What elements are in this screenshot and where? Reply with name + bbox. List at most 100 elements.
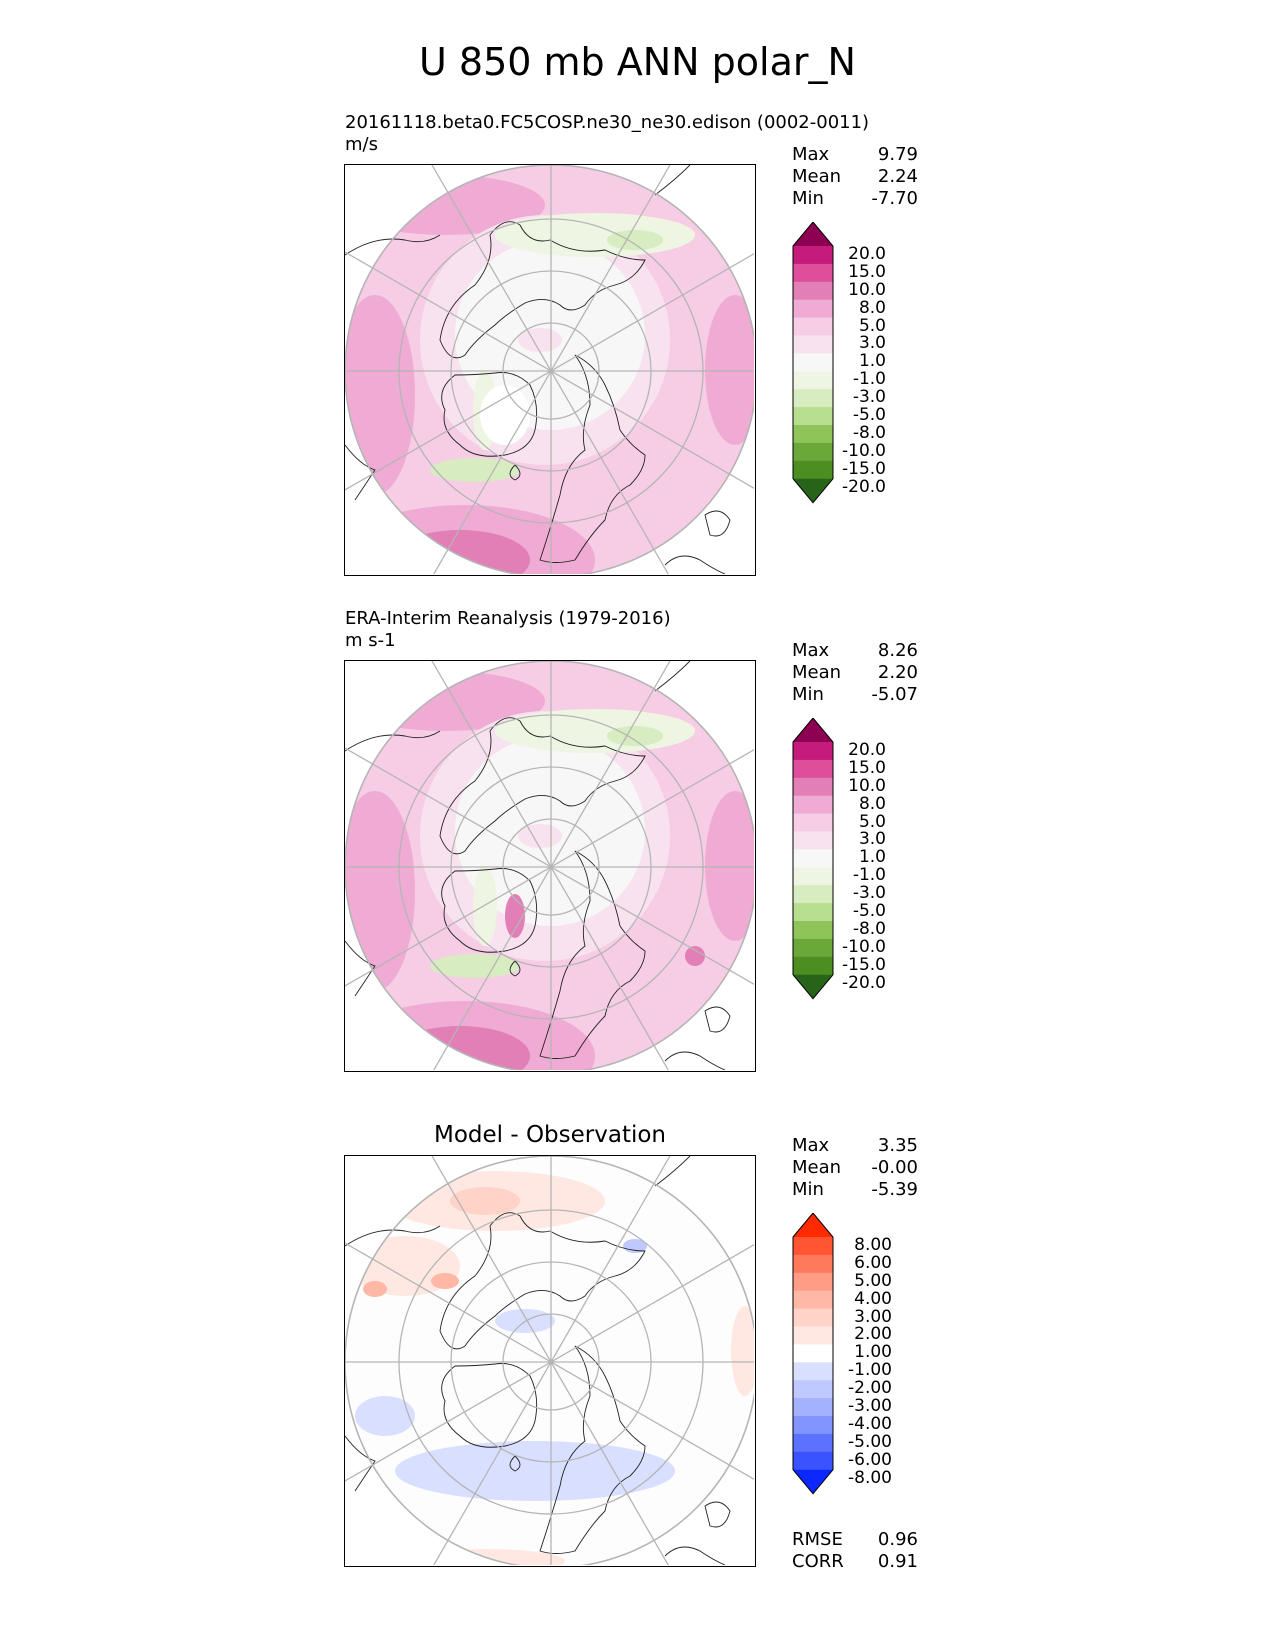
coast-asia [439,221,646,359]
colorbar-tick-label: -20.0 [842,476,886,497]
panel3-colorbar [792,1213,834,1495]
colorbar-bin [793,1416,833,1435]
min-value: -7.70 [871,188,918,209]
coast-iceland [509,1455,521,1472]
colorbar-bin [793,1272,833,1292]
colorbar-tick-label: -10.0 [842,936,886,957]
colorbar-tick-label: -8.0 [852,422,886,443]
colorbar-extend-top [793,222,833,246]
easterly-north [495,213,695,257]
colorbar-tick-label: 5.0 [858,315,886,336]
colorbar-extend-bottom [793,1469,833,1494]
coast-iceland [509,960,521,977]
panel3-difference-map [344,1155,756,1567]
colorbar-tick-label: -5.0 [852,901,886,922]
colorbar-tick-label: 20.0 [848,244,886,264]
atlantic-spot [685,946,705,966]
mean-value: 2.20 [877,662,918,683]
colorbar-tick-label: 8.0 [858,793,886,814]
coast-southeast [704,1006,731,1033]
graticule [345,1156,754,1565]
colorbar-tick-label: -8.0 [852,918,886,939]
meridian [345,1244,754,1482]
panel1-stats: Max 9.79 Mean 2.24 Min -7.70 [792,144,918,210]
colorbar-bin [793,742,833,761]
colorbar-tick-label: -1.0 [852,865,886,886]
colorbar-tick-label: 20.0 [848,740,886,760]
colorbar-bin [793,1237,833,1256]
colorbar-bin [793,1362,833,1381]
colorbar-bin [793,867,833,886]
colorbar-bin [793,371,833,390]
coast-southeast [704,510,731,537]
mean-label: Mean [792,166,842,187]
colorbar-bin [793,813,833,832]
coast-southeast [704,1501,731,1528]
panel1-caption-run: 20161118.beta0.FC5COSP.ne30_ne30.edison … [345,112,870,133]
colorbar-tick-label: -3.00 [848,1396,892,1417]
colorbar-tick-label: 4.00 [854,1288,892,1309]
coast-asia [439,717,646,855]
panel3-colorbar-ticks: 8.00 6.00 5.00 4.00 3.00 2.00 1.00 -1.00 -2.00 -3… [836,1236,892,1488]
colorbar-outline [792,718,834,1000]
min-label: Min [792,684,824,705]
figure-title: U 850 mb ANN polar_N [419,40,856,84]
coastlines [345,661,731,1070]
coastlines [345,165,731,574]
meridian [345,253,754,491]
coast-europe [345,1225,441,1247]
map-canvas [345,661,754,1070]
panel3-title: Model - Observation [433,1122,667,1148]
colorbar-outline [792,1213,834,1495]
colorbar-tick-label: -1.0 [852,369,886,390]
colorbar-bin [793,1290,833,1310]
colorbar-bin [793,1344,833,1363]
colorbar-tick-label: -15.0 [842,954,886,975]
colorbar-tick-label: -1.00 [848,1360,892,1381]
colorbar-outline [792,222,834,504]
easterly-core [607,726,663,746]
coast-europe [345,730,441,752]
colorbar-bin [793,759,833,779]
min-label: Min [792,188,824,209]
colorbar-tick-label: 5.00 [854,1270,892,1291]
colorbar-tick-label: 15.0 [848,261,886,282]
colorbar-bin [793,885,833,904]
colorbar-bin [793,849,833,868]
colorbar-tick-label: -4.00 [848,1413,892,1434]
panel3-metrics: RMSE 0.96 CORR 0.91 [792,1529,918,1573]
colorbar-bin [793,1326,833,1345]
colorbar-tick-label: -2.00 [848,1378,892,1399]
max-value: 9.79 [877,144,918,165]
colorbar-tick-label: 10.0 [848,775,886,796]
coast-europe [345,234,441,256]
graticule [345,165,754,574]
min-value: -5.39 [871,1179,918,1200]
colorbar-bin [793,425,833,444]
coast-north-america [539,1345,646,1554]
coast-west [345,940,376,997]
colorbar-tick-label: 1.00 [854,1342,892,1363]
rmse-label: RMSE [792,1529,843,1550]
colorbar-tick-label: -20.0 [842,972,886,993]
coast-south [664,1546,726,1565]
colorbar-tick-label: -15.0 [842,458,886,479]
colorbar-bin [793,317,833,336]
colorbar-tick-label: -8.00 [848,1467,892,1488]
colorbar-bin [793,353,833,372]
colorbar-bin [793,389,833,408]
diff-positive-east [731,1306,754,1396]
coast-west [345,1435,376,1492]
coast-iceland [509,464,521,481]
max-label: Max [792,640,830,661]
colorbar-bin [793,281,833,301]
colorbar-bin [793,460,833,480]
panel3-stats: Max 3.35 Mean -0.00 Min -5.39 [792,1135,918,1201]
colorbar-tick-label: 10.0 [848,279,886,300]
panel2-caption-dataset: ERA-Interim Reanalysis (1979-2016) [345,608,671,629]
colorbar-bin [793,1451,833,1471]
meridian [345,749,754,987]
colorbar-tick-label: 1.0 [858,351,886,372]
colorbar-bin [793,1380,833,1399]
coast-south [664,1051,726,1070]
